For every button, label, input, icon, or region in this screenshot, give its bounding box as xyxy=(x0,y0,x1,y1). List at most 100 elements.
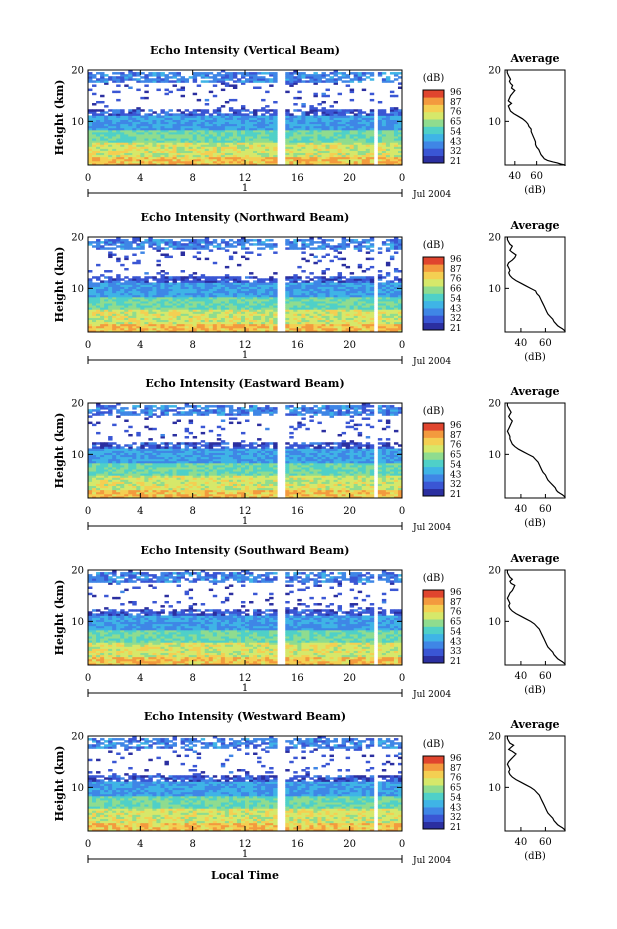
heatmap-cell xyxy=(180,247,186,250)
heatmap-cell xyxy=(120,148,125,151)
heatmap-cell xyxy=(216,309,222,312)
heatmap-cell xyxy=(152,144,157,147)
heatmap-cell xyxy=(128,138,133,141)
heatmap-cell xyxy=(369,307,375,310)
heatmap-cell xyxy=(160,109,165,112)
profile-frame xyxy=(504,236,566,333)
heatmap-cell xyxy=(140,298,145,302)
heatmap-cell xyxy=(104,121,109,125)
heatmap-cell xyxy=(224,129,230,133)
heatmap-cell xyxy=(116,292,121,296)
heatmap-cell xyxy=(309,298,314,302)
profile-frame xyxy=(504,69,566,166)
heatmap-cell xyxy=(329,325,334,329)
heatmap-cell xyxy=(349,131,355,135)
heatmap-cell xyxy=(108,296,113,300)
heatmap-cell xyxy=(140,495,145,499)
heatmap-cell xyxy=(184,301,190,304)
heatmap-cell xyxy=(389,296,395,300)
heatmap-cell xyxy=(120,138,125,141)
heatmap-cell xyxy=(337,138,343,141)
heatmap-cell xyxy=(240,134,246,137)
heatmap-cell xyxy=(361,327,367,331)
heatmap-cell xyxy=(385,115,391,118)
heatmap-cell xyxy=(140,150,145,154)
heatmap-cell xyxy=(196,74,202,77)
heatmap-cell xyxy=(116,138,121,141)
heatmap-cell xyxy=(377,148,383,151)
heatmap-cell xyxy=(124,78,129,81)
heatmap-cell xyxy=(393,270,399,273)
heatmap-cell xyxy=(345,74,351,77)
heatmap-cell xyxy=(369,237,375,240)
heatmap-cell xyxy=(188,317,194,321)
heatmap-cell xyxy=(152,317,157,321)
heatmap-cell xyxy=(152,115,157,118)
heatmap-cell xyxy=(236,301,242,304)
heatmap-cell xyxy=(385,282,391,285)
heatmap-cell xyxy=(389,495,395,499)
heatmap-cell xyxy=(168,286,173,290)
heatmap-cell xyxy=(212,156,218,160)
heatmap-cell xyxy=(249,276,254,279)
heatmap-cell xyxy=(253,86,258,89)
heatmap-cell xyxy=(261,307,266,310)
heatmap-cell xyxy=(188,305,194,308)
heatmap-cell xyxy=(293,150,298,154)
heatmap-cell xyxy=(196,298,202,302)
heatmap-cell xyxy=(220,152,226,156)
heatmap-cell xyxy=(224,274,230,277)
heatmap-cell xyxy=(108,140,113,143)
heatmap-cell xyxy=(265,301,270,304)
heatmap-cell xyxy=(321,160,326,164)
heatmap-cell xyxy=(353,321,359,325)
heatmap-cell xyxy=(124,138,129,141)
heatmap-cell xyxy=(168,131,173,135)
heatmap-cell xyxy=(176,134,181,137)
heatmap-cell xyxy=(168,290,173,294)
heatmap-cell xyxy=(389,327,395,331)
heatmap-cell xyxy=(357,243,363,246)
heatmap-cell xyxy=(116,125,121,129)
heatmap-cell xyxy=(393,323,399,327)
heatmap-cell xyxy=(309,127,314,131)
heatmap-cell xyxy=(369,129,375,133)
heatmap-cell xyxy=(204,303,210,306)
heatmap-cell xyxy=(140,323,145,327)
heatmap-cell xyxy=(156,495,161,499)
heatmap-cell xyxy=(108,278,113,281)
heatmap-cell xyxy=(361,276,367,279)
heatmap-cell xyxy=(341,239,347,242)
heatmap-cell xyxy=(200,142,206,145)
heatmap-cell xyxy=(393,493,399,497)
heatmap-cell xyxy=(164,278,169,281)
heatmap-cell xyxy=(393,325,399,329)
heatmap-cell xyxy=(220,105,226,108)
heatmap-cell xyxy=(261,80,266,83)
heatmap-cell xyxy=(377,282,383,285)
heatmap-cell xyxy=(333,150,338,154)
heatmap-cell xyxy=(224,495,230,499)
heatmap-cell xyxy=(301,257,306,261)
heatmap-cell xyxy=(116,321,121,325)
heatmap-cell xyxy=(397,278,403,281)
heatmap-cell xyxy=(289,162,294,166)
heatmap-cell xyxy=(92,315,97,318)
heatmap-cell xyxy=(341,329,347,333)
colorbar-swatch xyxy=(423,308,444,316)
heatmap-cell xyxy=(245,154,250,158)
heatmap-cell xyxy=(216,294,222,298)
heatmap-cell xyxy=(261,152,266,156)
heatmap-cell xyxy=(108,117,113,120)
heatmap-cell xyxy=(92,136,97,139)
heatmap-cell xyxy=(180,150,186,154)
heatmap-cell xyxy=(160,144,165,147)
heatmap-cell xyxy=(325,156,330,160)
heatmap-cell xyxy=(148,241,153,244)
heatmap-cell xyxy=(353,247,359,250)
heatmap-cell xyxy=(108,317,113,321)
heatmap-cell xyxy=(265,495,270,499)
heatmap-cell xyxy=(269,276,274,279)
heatmap-cell xyxy=(120,162,125,166)
heatmap-cell xyxy=(341,158,347,162)
